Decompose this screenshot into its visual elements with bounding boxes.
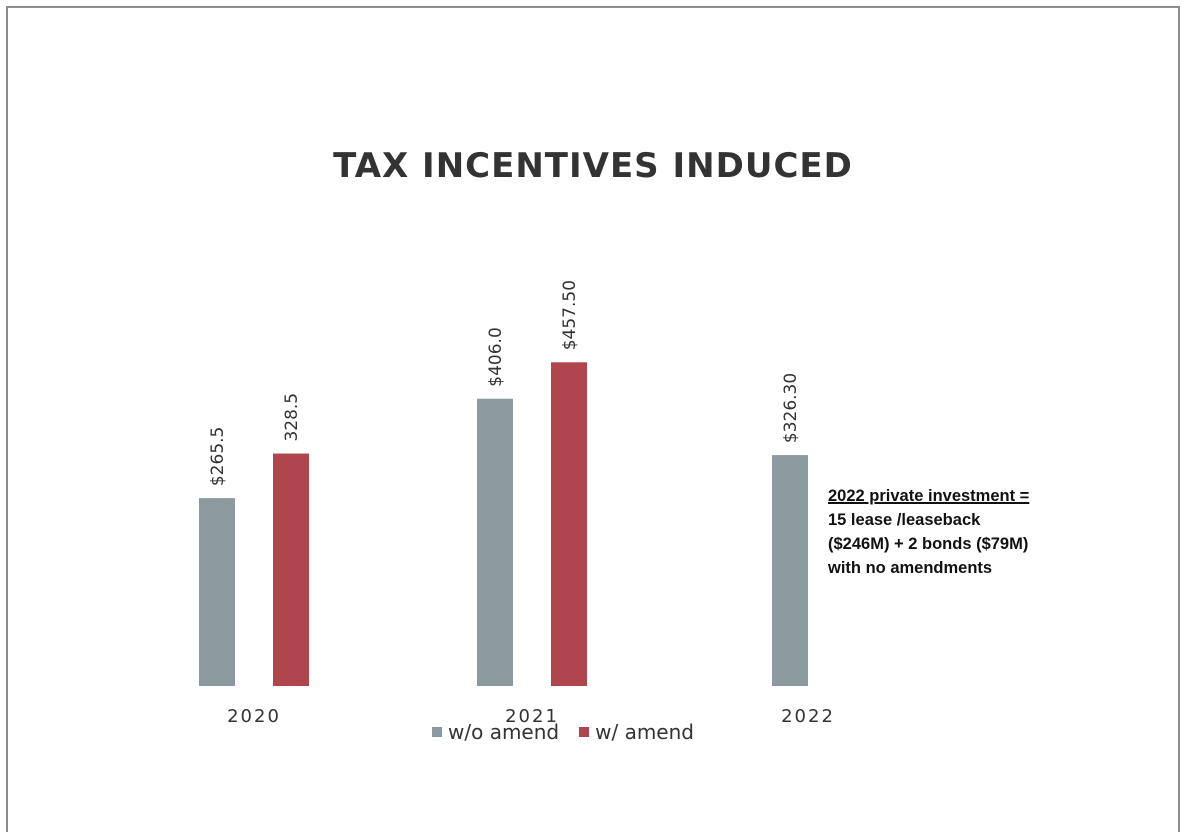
annotation-line: 2022 private investment = bbox=[828, 487, 1030, 505]
bar bbox=[273, 453, 309, 686]
bar bbox=[477, 398, 513, 686]
data-label: $326.30 bbox=[781, 373, 801, 443]
data-label: $265.5 bbox=[208, 427, 228, 486]
legend-swatch bbox=[579, 727, 590, 737]
chart-title: TAX INCENTIVES INDUCED bbox=[333, 146, 853, 186]
x-tick-label: 2020 bbox=[227, 706, 281, 727]
data-label: 328.5 bbox=[282, 393, 302, 442]
bar bbox=[199, 498, 235, 686]
annotation-line: 15 lease /leaseback bbox=[828, 511, 981, 529]
legend-label: w/o amend bbox=[448, 720, 560, 744]
annotation-line: ($246M) + 2 bonds ($79M) bbox=[828, 535, 1029, 553]
x-tick-label: 2021 bbox=[505, 706, 559, 727]
data-label: $457.50 bbox=[560, 280, 580, 350]
bar bbox=[551, 362, 587, 686]
annotation-line: with no amendments bbox=[828, 559, 993, 577]
legend-item: w/ amend bbox=[579, 720, 694, 744]
x-tick-label: 2022 bbox=[781, 706, 835, 727]
legend-label: w/ amend bbox=[595, 720, 694, 744]
legend-swatch bbox=[432, 727, 442, 737]
chart-legend: w/o amend w/ amend bbox=[432, 720, 694, 744]
legend-item: w/o amend bbox=[432, 720, 559, 744]
data-label: $406.0 bbox=[486, 327, 506, 386]
bar bbox=[772, 455, 808, 686]
chart-annotation: 2022 private investment = 15 lease /leas… bbox=[828, 484, 1078, 580]
page-frame bbox=[6, 6, 1180, 832]
